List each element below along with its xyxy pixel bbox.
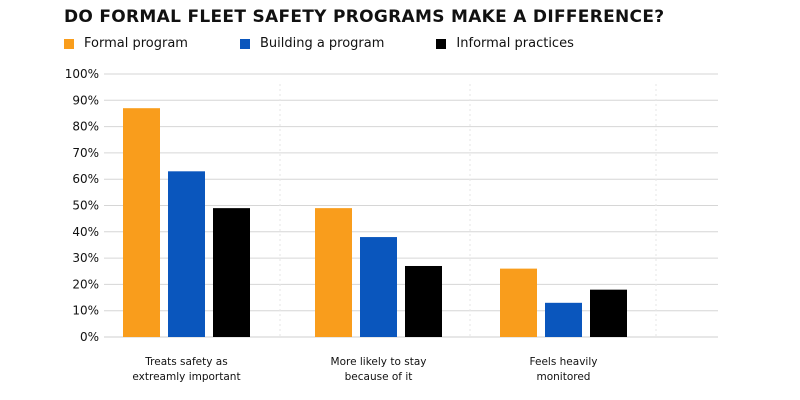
- legend-item-building: Building a program: [239, 36, 385, 51]
- y-tick-label: 10%: [72, 304, 99, 318]
- legend-label-building: Building a program: [259, 36, 385, 51]
- x-tick-label: extreamly important: [132, 371, 240, 383]
- y-tick-label: 60%: [72, 172, 99, 186]
- bar-building-a-program: [168, 171, 205, 337]
- legend-item-formal: Formal program: [64, 36, 188, 51]
- bar-informal-practices: [405, 265, 442, 337]
- chart-legend: Formal program Building a program Inform…: [64, 36, 574, 51]
- y-tick-label: 20%: [72, 277, 99, 291]
- y-tick-label: 50%: [72, 199, 99, 213]
- y-tick-label: 80%: [72, 120, 99, 134]
- x-tick-label: More likely to stay: [331, 356, 427, 368]
- legend-swatch-building: [239, 38, 250, 49]
- x-tick-label: monitored: [537, 371, 591, 383]
- chart-title: DO FORMAL FLEET SAFETY PROGRAMS MAKE A D…: [64, 7, 665, 27]
- x-tick-label: Feels heavily: [530, 356, 598, 368]
- x-tick-label: because of it: [345, 371, 413, 383]
- bar-building-a-program: [545, 302, 582, 337]
- legend-item-informal: Informal practices: [436, 36, 574, 51]
- legend-swatch-formal: [64, 38, 74, 49]
- bar-informal-practices: [213, 208, 250, 337]
- bar-building-a-program: [360, 237, 397, 337]
- bar-informal-practices: [590, 289, 627, 337]
- y-tick-label: 40%: [72, 225, 99, 239]
- bar-formal-program: [500, 268, 537, 337]
- bar-formal-program: [123, 108, 160, 337]
- y-tick-label: 100%: [65, 67, 99, 81]
- x-tick-label: Treats safety as: [144, 356, 227, 368]
- y-tick-label: 30%: [72, 251, 99, 265]
- legend-label-informal: Informal practices: [456, 36, 574, 51]
- y-tick-label: 70%: [72, 146, 99, 160]
- bar-formal-program: [315, 208, 352, 337]
- legend-label-formal: Formal program: [84, 36, 188, 51]
- y-tick-label: 90%: [72, 93, 99, 107]
- legend-swatch-informal: [436, 38, 447, 49]
- y-tick-label: 0%: [80, 330, 99, 344]
